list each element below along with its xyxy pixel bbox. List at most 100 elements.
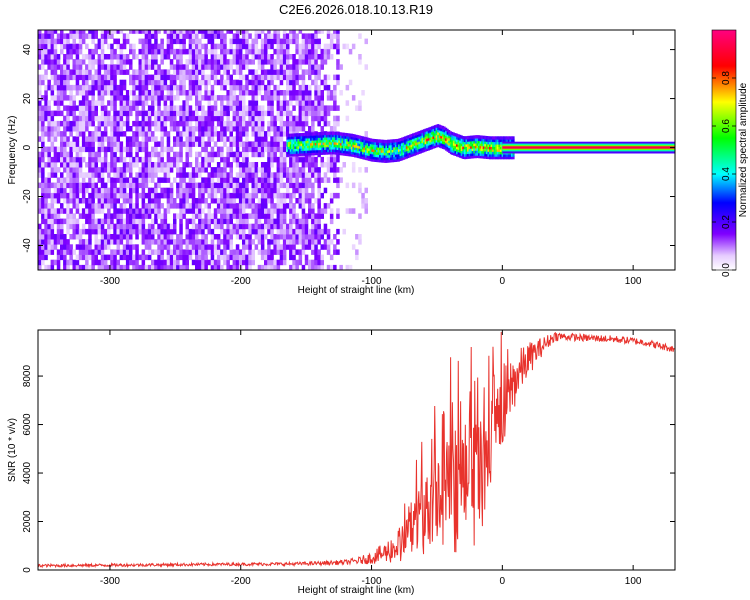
heatmap-cell	[434, 134, 437, 139]
heatmap-cell	[279, 136, 284, 142]
heatmap-cell	[78, 162, 83, 168]
heatmap-cell	[465, 141, 468, 145]
heatmap-cell	[81, 74, 86, 81]
heatmap-cell	[122, 84, 127, 91]
heatmap-cell	[426, 128, 429, 132]
heatmap-cell	[319, 139, 322, 143]
heatmap-cell	[481, 138, 484, 142]
heatmap-cell	[282, 162, 287, 168]
heatmap-cell	[226, 198, 230, 204]
heatmap-cell	[166, 131, 171, 137]
heatmap-cell	[351, 167, 356, 173]
heatmap-cell	[329, 162, 334, 168]
heatmap-cell	[273, 244, 277, 250]
heatmap-cell	[245, 105, 249, 111]
heatmap-cell	[176, 213, 180, 219]
heatmap-cell	[188, 239, 193, 245]
heatmap-cell	[110, 141, 114, 147]
heatmap-cell	[273, 126, 277, 132]
heatmap-cell	[141, 218, 146, 225]
heatmap-cell	[110, 167, 114, 173]
heatmap-cell	[324, 134, 327, 138]
heatmap-cell	[132, 105, 136, 111]
heatmap-cell	[301, 172, 306, 178]
heatmap-cell	[292, 249, 296, 255]
heatmap-cell	[210, 213, 215, 219]
heatmap-cell	[311, 167, 315, 173]
heatmap-cell	[94, 33, 98, 39]
heatmap-cell	[279, 162, 284, 168]
heatmap-cell	[467, 138, 470, 142]
heatmap-cell	[78, 249, 83, 255]
heatmap-cell	[474, 152, 477, 156]
heatmap-cell	[81, 59, 86, 65]
heatmap-cell	[426, 145, 429, 149]
heatmap-cell	[333, 156, 337, 163]
heatmap-cell	[163, 115, 168, 122]
heatmap-cell	[320, 54, 324, 60]
heatmap-cell	[276, 259, 281, 266]
heatmap-cell	[182, 48, 186, 55]
heatmap-cell	[135, 244, 139, 250]
heatmap-cell	[204, 141, 208, 147]
heatmap-cell	[495, 141, 498, 145]
heatmap-cell	[60, 203, 64, 209]
heatmap-cell	[317, 110, 321, 117]
heatmap-cell	[235, 105, 240, 111]
heatmap-cell	[325, 148, 328, 153]
heatmap-cell	[113, 48, 117, 55]
heatmap-cell	[279, 79, 284, 86]
heatmap-cell	[226, 146, 230, 153]
heatmap-cell	[410, 148, 413, 152]
heatmap-cell	[410, 146, 413, 150]
heatmap-cell	[56, 151, 61, 158]
heatmap-cell	[179, 59, 183, 65]
heatmap-cell	[473, 147, 476, 151]
heatmap-cell	[238, 43, 243, 50]
heatmap-cell	[38, 79, 42, 86]
heatmap-cell	[100, 249, 105, 255]
heatmap-cell	[393, 146, 396, 150]
heatmap-cell	[358, 155, 361, 159]
heatmap-cell	[457, 136, 460, 141]
heatmap-cell	[53, 136, 58, 142]
heatmap-cell	[47, 30, 51, 34]
heatmap-cell	[223, 43, 227, 50]
heatmap-cell	[418, 135, 421, 140]
heatmap-cell	[100, 54, 105, 60]
heatmap-cell	[352, 151, 355, 155]
heatmap-cell	[213, 48, 218, 55]
heatmap-cell	[311, 172, 315, 178]
heatmap-cell	[122, 234, 127, 240]
heatmap-cell	[320, 259, 324, 266]
heatmap-cell	[314, 249, 318, 255]
heatmap-cell	[141, 84, 146, 91]
heatmap-cell	[445, 144, 448, 149]
heatmap-cell	[322, 144, 325, 148]
heatmap-cell	[292, 153, 295, 157]
heatmap-cell	[338, 149, 341, 153]
heatmap-cell	[358, 138, 361, 142]
heatmap-cell	[88, 115, 92, 122]
snr-plot-area	[38, 330, 675, 570]
heatmap-cell	[254, 115, 259, 122]
heatmap-cell	[242, 90, 246, 96]
heatmap-cell	[338, 151, 341, 156]
heatmap-cell	[75, 177, 80, 183]
heatmap-cell	[454, 152, 457, 156]
heatmap-cell	[91, 177, 95, 183]
heatmap-cell	[320, 228, 324, 235]
heatmap-cell	[110, 254, 114, 261]
heatmap-cell	[141, 59, 146, 65]
heatmap-cell	[238, 141, 243, 147]
heatmap-cell	[75, 84, 80, 91]
heatmap-cell	[485, 148, 488, 152]
heatmap-cell	[60, 156, 64, 163]
heatmap-cell	[326, 203, 331, 209]
heatmap-cell	[391, 149, 394, 153]
heatmap-cell	[78, 105, 83, 111]
heatmap-cell	[465, 155, 468, 160]
heatmap-cell	[260, 187, 265, 194]
heatmap-cell	[500, 146, 503, 150]
heatmap-cell	[50, 156, 55, 163]
